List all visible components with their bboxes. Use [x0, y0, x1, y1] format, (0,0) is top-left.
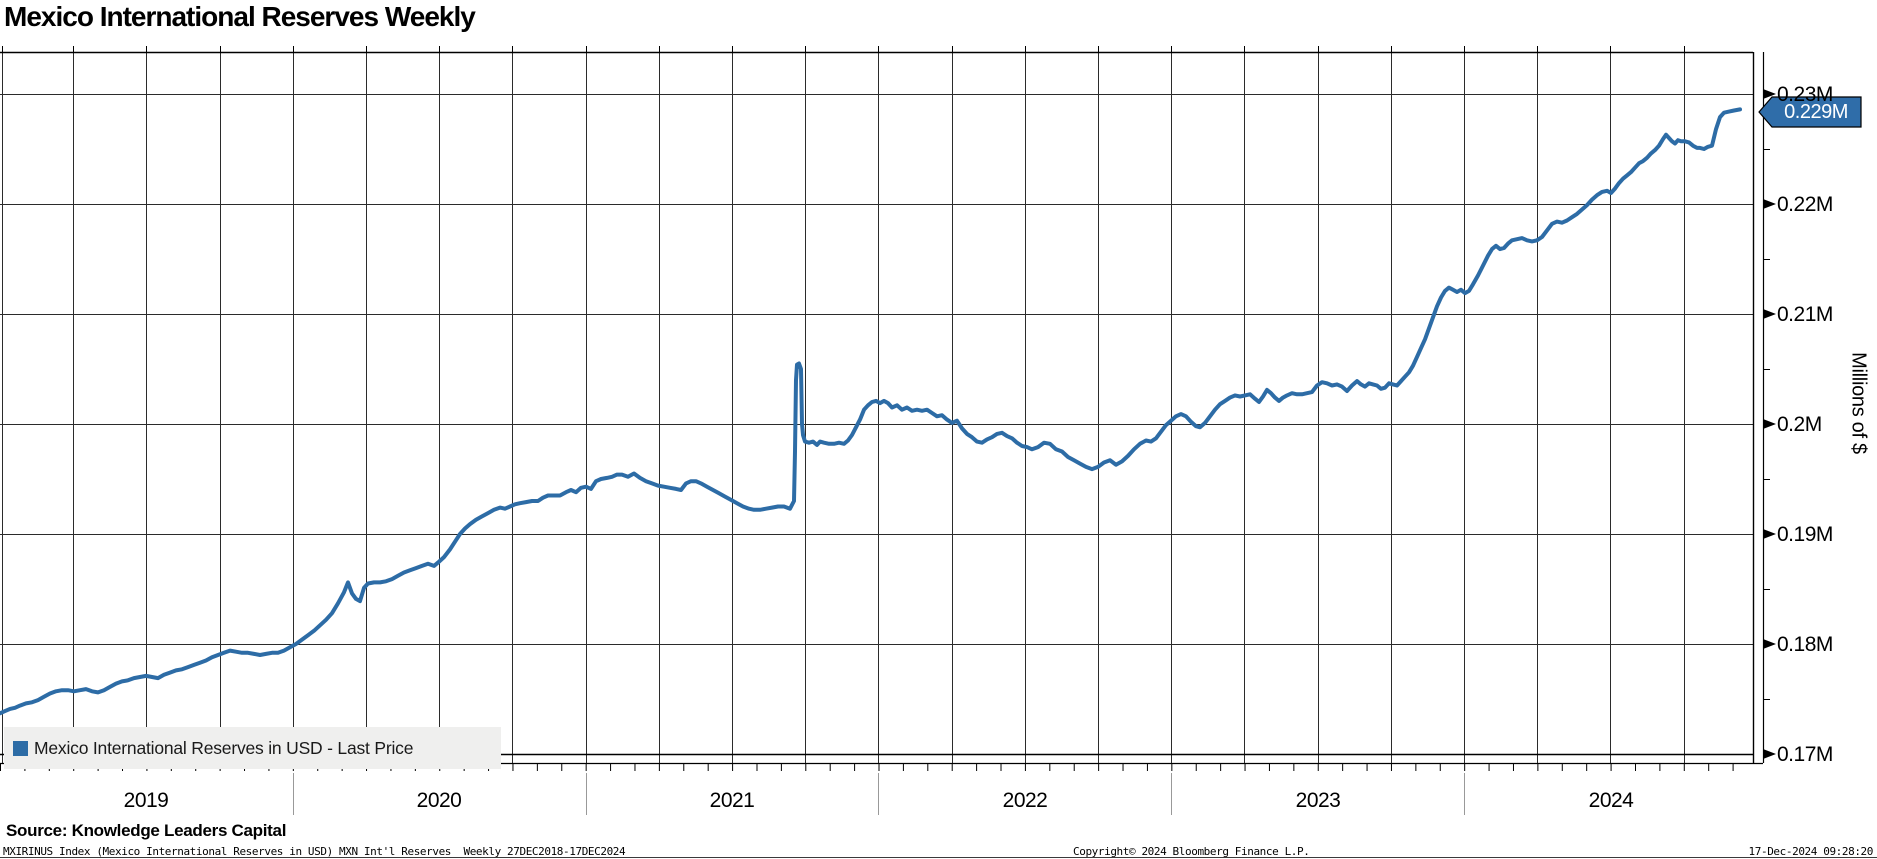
y-axis-arrow-tick — [1763, 529, 1776, 539]
y-axis-tick-label: 0.19M — [1777, 523, 1833, 546]
legend[interactable]: Mexico International Reserves in USD - L… — [4, 727, 501, 769]
y-axis-arrow-tick — [1763, 419, 1776, 429]
y-axis-tick-label: 0.22M — [1777, 193, 1833, 216]
chart-title: Mexico International Reserves Weekly — [4, 1, 476, 32]
y-axis-arrow-tick — [1763, 639, 1776, 649]
security-description: MXIRINUS Index (Mexico International Res… — [3, 845, 626, 858]
y-axis-arrow-tick — [1763, 749, 1776, 759]
source-text: Source: Knowledge Leaders Capital — [6, 821, 287, 840]
last-price-tag-shape — [1758, 96, 1862, 128]
x-axis-year-label: 2019 — [123, 789, 169, 812]
y-axis-arrow-tick — [1763, 199, 1776, 209]
y-axis-arrow-tick — [1763, 89, 1776, 99]
legend-label: Mexico International Reserves in USD - L… — [34, 737, 414, 758]
y-axis-tick-label: 0.2M — [1777, 413, 1822, 436]
copyright-text: Copyright© 2024 Bloomberg Finance L.P. — [1073, 845, 1310, 858]
y-axis-tick-label: 0.21M — [1777, 303, 1833, 326]
x-axis-year-label: 2022 — [1002, 789, 1048, 812]
x-axis-year-label: 2021 — [709, 789, 755, 812]
x-axis-year-label: 2023 — [1295, 789, 1341, 812]
last-price-value: 0.229M — [1784, 100, 1848, 123]
y-axis-title: Millions of $ — [1847, 352, 1870, 454]
y-axis-tick-label: 0.18M — [1777, 633, 1833, 656]
window-bottom-border — [0, 857, 1877, 858]
x-axis-year-label: 2020 — [416, 789, 462, 812]
y-axis-tick-label: 0.23M — [1777, 83, 1833, 106]
y-axis-tick-label: 0.17M — [1777, 743, 1833, 766]
legend-series-swatch-icon — [13, 740, 28, 756]
timestamp: 17-Dec-2024 09:28:20 — [1748, 845, 1874, 858]
price-line-series — [0, 107, 1742, 716]
y-axis-arrow-tick — [1763, 309, 1776, 319]
x-axis-year-label: 2024 — [1588, 789, 1634, 812]
last-price-tag: 0.229M — [1772, 98, 1860, 126]
